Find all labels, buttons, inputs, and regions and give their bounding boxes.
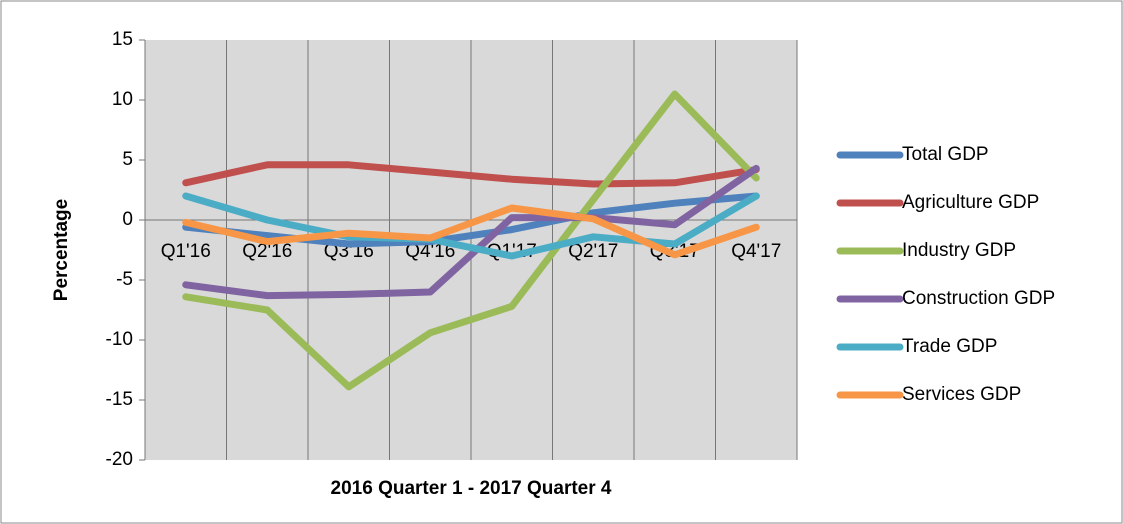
legend-label: Total GDP bbox=[902, 144, 989, 165]
y-tick-label: -15 bbox=[106, 389, 133, 410]
y-tick-label: -20 bbox=[106, 449, 133, 470]
y-tick-label: -5 bbox=[116, 269, 133, 290]
legend-label: Trade GDP bbox=[902, 336, 997, 357]
series-line bbox=[182, 192, 760, 260]
x-tick-label: Q2'16 bbox=[242, 241, 292, 262]
legend-label: Construction GDP bbox=[902, 288, 1055, 309]
series-line bbox=[182, 164, 760, 300]
series-line bbox=[182, 90, 760, 391]
series-line bbox=[182, 204, 760, 259]
y-tick-label: 10 bbox=[112, 89, 133, 110]
x-tick-label: Q4'17 bbox=[731, 241, 781, 262]
y-tick-label: 0 bbox=[122, 209, 133, 230]
x-tick-label: Q4'16 bbox=[405, 241, 455, 262]
x-tick-label: Q2'17 bbox=[568, 241, 618, 262]
legend-label: Services GDP bbox=[902, 384, 1021, 405]
series-line bbox=[182, 161, 760, 188]
y-tick-label: 5 bbox=[122, 149, 133, 170]
legend-label: Agriculture GDP bbox=[902, 192, 1039, 213]
x-axis-title: 2016 Quarter 1 - 2017 Quarter 4 bbox=[331, 478, 612, 499]
y-tick-label: 15 bbox=[112, 29, 133, 50]
x-tick-label: Q1'16 bbox=[161, 241, 211, 262]
y-axis-title: Percentage bbox=[51, 199, 72, 301]
y-tick-label: -10 bbox=[106, 329, 133, 350]
legend-label: Industry GDP bbox=[902, 240, 1016, 261]
